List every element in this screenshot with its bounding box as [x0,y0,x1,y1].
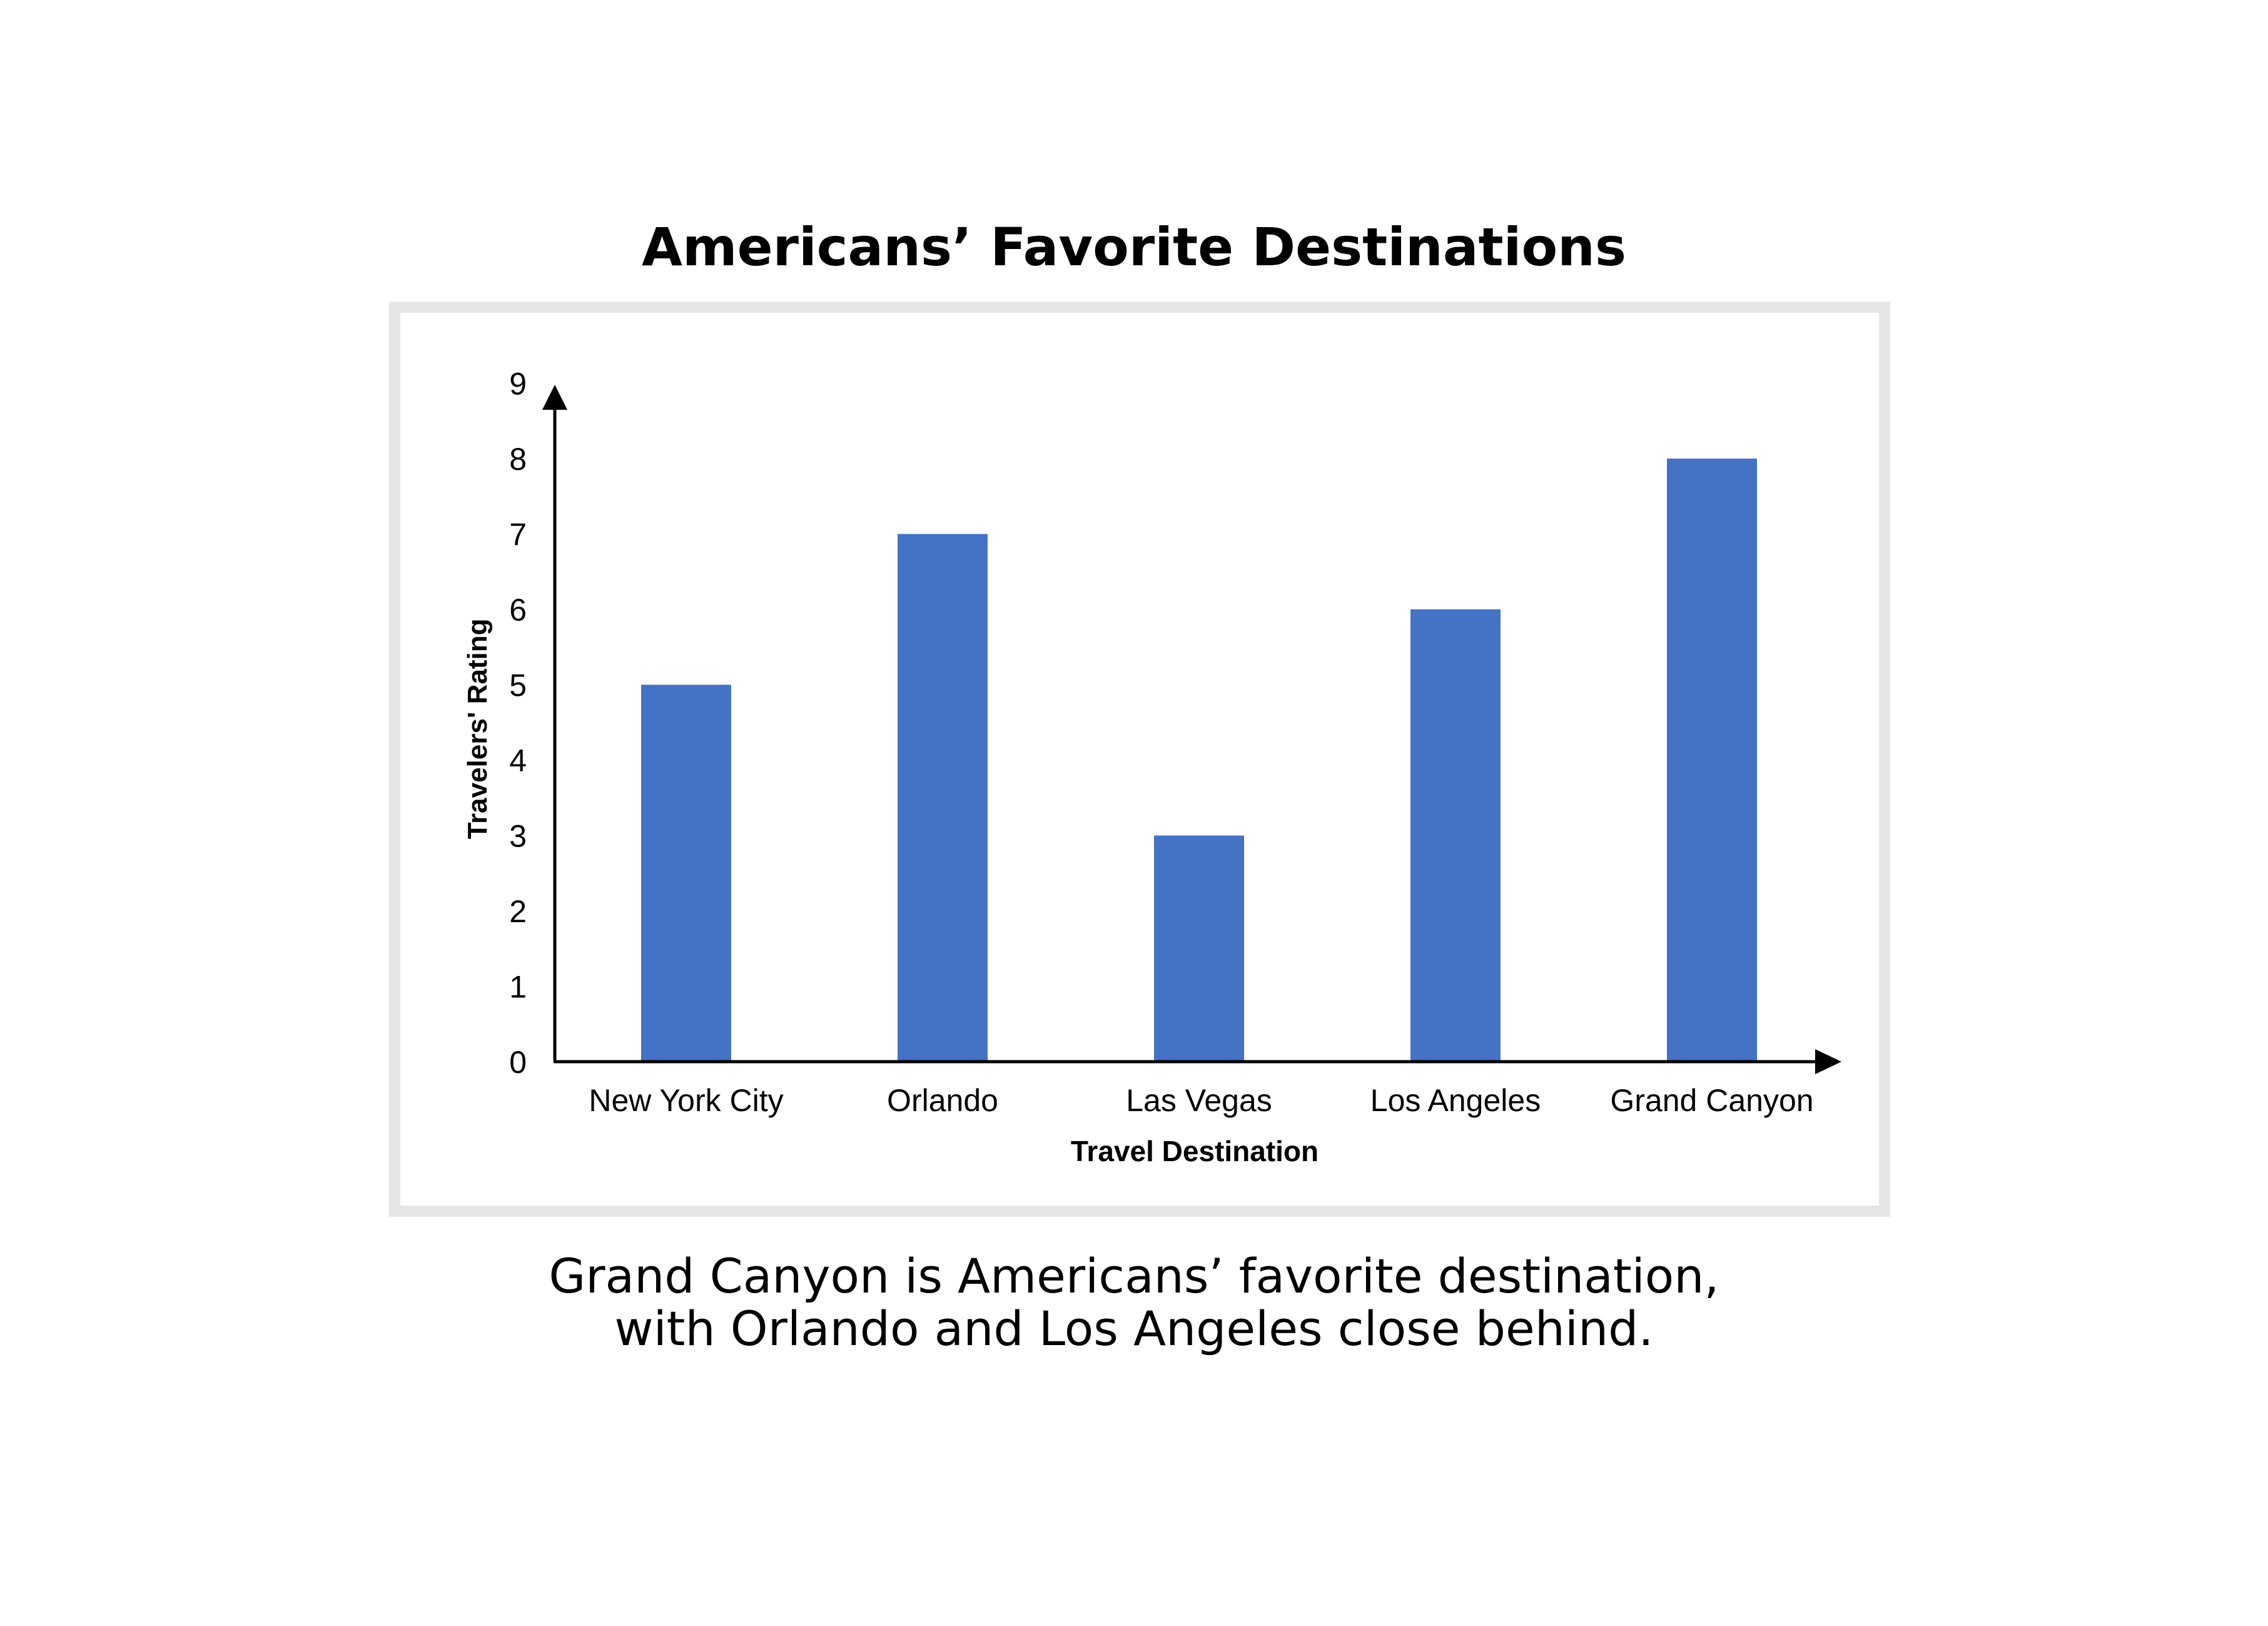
x-tick-label: New York City [589,1083,783,1118]
x-tick-labels: New York City Orlando Las Vegas Los Angeles… [589,1083,1813,1118]
x-axis-title: Travel Destination [1071,1135,1319,1167]
x-tick-label: Grand Canyon [1610,1083,1813,1118]
y-tick-label: 4 [509,743,527,778]
y-axis-title: Travelers' Rating [462,619,493,840]
y-axis-arrow-icon [542,385,567,410]
y-tick-label: 2 [509,894,527,929]
chart-title: Americans’ Favorite Destinations [642,216,1626,278]
caption-line-1: Grand Canyon is Americans’ favorite dest… [549,1248,1719,1304]
x-axis-arrow-icon [1815,1049,1841,1074]
chart-caption: Grand Canyon is Americans’ favorite dest… [0,1250,2268,1355]
bar [1667,459,1757,1062]
x-tick-label: Las Vegas [1126,1083,1272,1118]
y-tick-label: 8 [509,442,527,477]
x-tick-label: Orlando [887,1083,998,1118]
y-tick-label: 9 [509,367,527,402]
x-tick-label: Los Angeles [1370,1083,1541,1118]
y-tick-label: 3 [509,819,527,854]
y-tick-label: 1 [509,970,527,1005]
y-tick-label: 6 [509,592,527,628]
bar [1410,609,1501,1062]
y-tick-label: 7 [509,517,527,552]
bar [641,684,731,1062]
y-tick-label: 5 [509,668,527,703]
bar [1154,835,1244,1062]
y-tick-labels: 0 1 2 3 4 5 6 7 8 9 [509,367,527,1080]
bar [898,534,988,1062]
chart-frame [389,302,1890,1217]
bars [641,459,1757,1062]
caption-line-2: with Orlando and Los Angeles close behin… [614,1301,1654,1356]
y-tick-label: 0 [509,1045,527,1080]
